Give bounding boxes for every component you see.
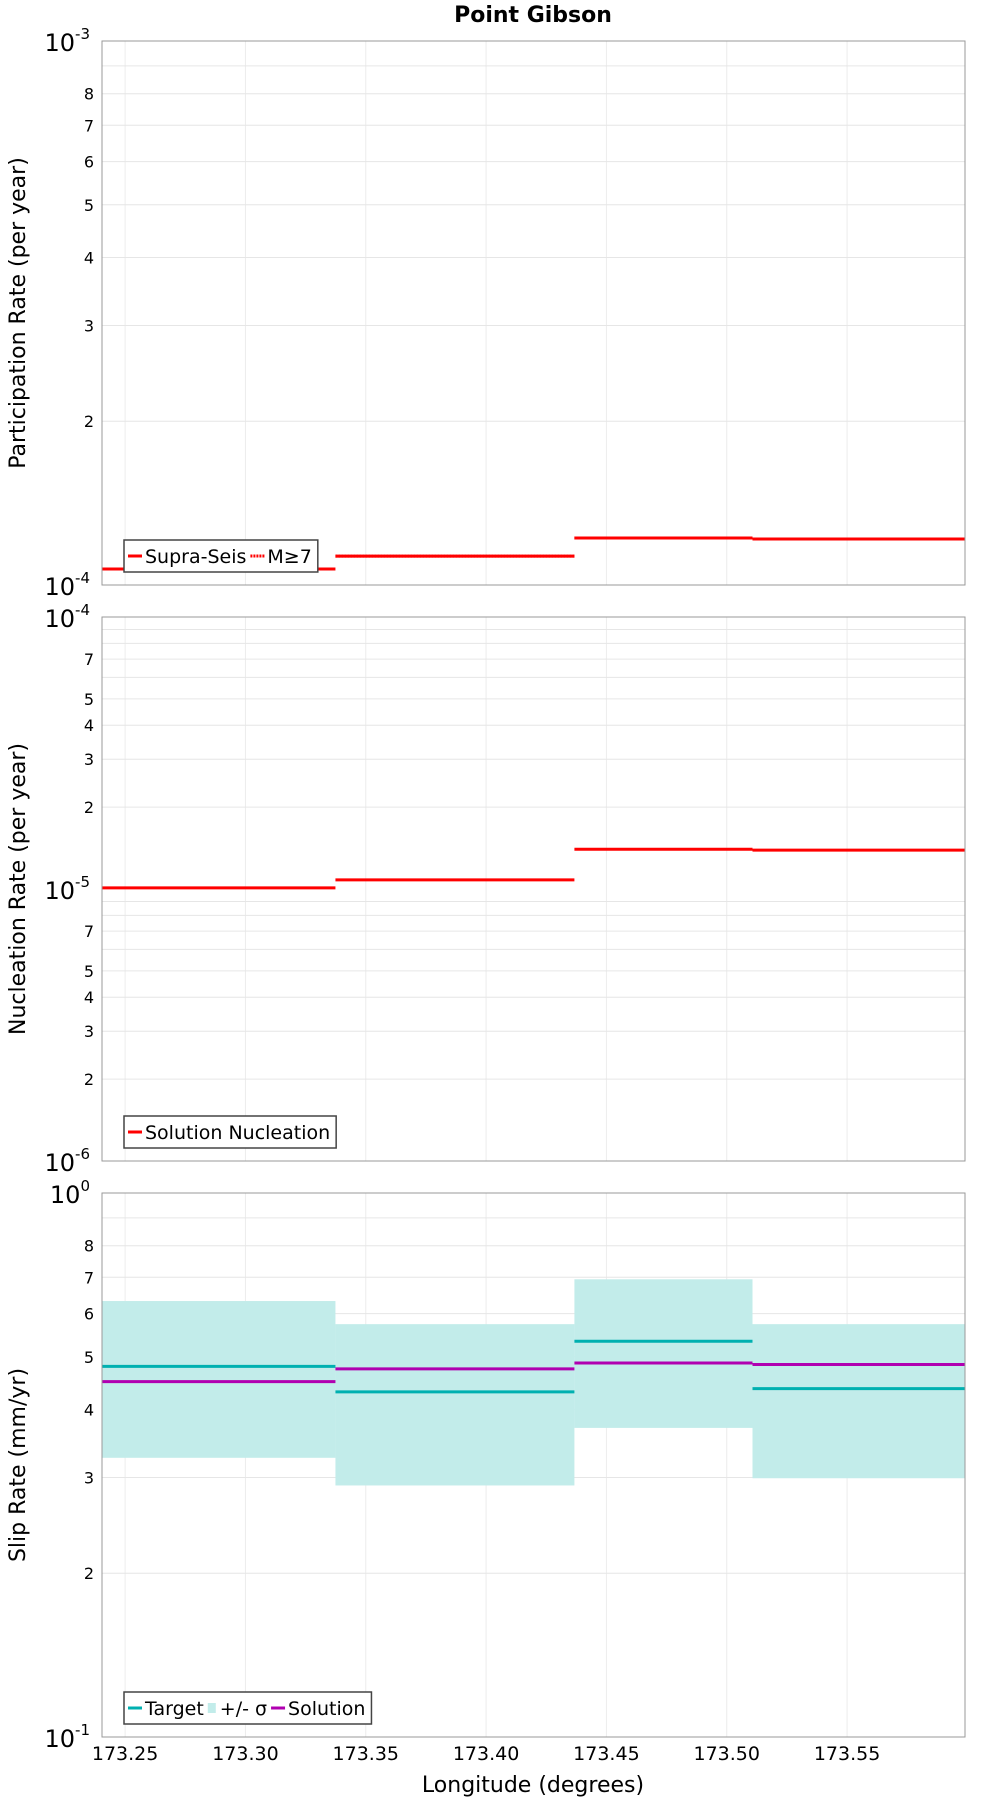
legend-label: Solution	[288, 1698, 365, 1720]
y-tick-label: 7	[84, 922, 94, 941]
legend-label: M≥7	[267, 546, 311, 568]
y-tick-label: 3	[84, 750, 94, 769]
legend-swatch-band	[207, 1703, 216, 1713]
chart-title: Point Gibson	[454, 3, 612, 28]
y-tick-label: 4	[84, 988, 94, 1007]
legend-label: Supra-Seis	[145, 546, 246, 568]
x-tick-label: 173.40	[453, 1743, 519, 1765]
legend-box	[123, 1691, 373, 1725]
legend-label: Target	[144, 1698, 204, 1720]
y-axis-label: Participation Rate (per year)	[6, 157, 31, 469]
legend: Supra-Seis M≥7	[123, 539, 319, 573]
y-major-tick-label: 10-5	[44, 873, 90, 905]
plot-border	[101, 1192, 966, 1738]
y-tick-label: 2	[84, 1070, 94, 1089]
y-major-tick-label: 10-4	[44, 569, 90, 601]
y-tick-label: 3	[84, 316, 94, 335]
y-tick-label: 8	[84, 1237, 94, 1256]
panel-2: 2 3 4 5 7 2 3 4 5 7 10-6 10-5 10-4 Nucleation Rate (p…	[6, 601, 966, 1177]
y-tick-label: 6	[84, 1305, 94, 1324]
y-tick-label: 5	[84, 196, 94, 215]
y-tick-label: 7	[84, 116, 94, 135]
x-tick-label: 173.45	[573, 1743, 639, 1765]
y-major-tick-label: 10-4	[44, 601, 90, 633]
y-tick-label: 3	[84, 1022, 94, 1041]
y-major-tick-label: 100	[50, 1177, 90, 1209]
legend: Target +/- σ Solution	[123, 1691, 373, 1725]
y-tick-label: 2	[84, 1564, 94, 1583]
sigma-band-segment	[752, 1324, 965, 1479]
x-axis-label: Longitude (degrees)	[422, 1773, 644, 1798]
legend: Solution Nucleation	[123, 1115, 337, 1149]
y-tick-label: 5	[84, 962, 94, 981]
y-tick-label: 5	[84, 1348, 94, 1367]
legend-label: Solution Nucleation	[145, 1122, 330, 1144]
plot-border	[101, 616, 966, 1162]
plot-border	[101, 40, 966, 586]
y-major-tick-label: 10-3	[44, 25, 90, 57]
y-tick-label: 4	[84, 1400, 94, 1419]
x-tick-label: 173.30	[212, 1743, 278, 1765]
x-tick-label: 173.25	[92, 1743, 158, 1765]
x-tick-label: 173.55	[814, 1743, 880, 1765]
y-tick-label: 2	[84, 412, 94, 431]
panel-3: 2 3 4 5 6 7 8 10-1 100 Slip Rate (mm/yr) Target +/-…	[6, 1177, 966, 1753]
y-major-tick-label: 10-1	[44, 1721, 90, 1753]
plot-area	[102, 41, 965, 585]
y-axis-label: Slip Rate (mm/yr)	[6, 1368, 31, 1562]
x-tick-label: 173.50	[694, 1743, 760, 1765]
y-tick-label: 4	[84, 716, 94, 735]
legend-box	[123, 1115, 337, 1149]
y-tick-label: 3	[84, 1468, 94, 1487]
legend-box	[123, 539, 319, 573]
y-axis-label: Nucleation Rate (per year)	[6, 743, 31, 1035]
x-tick-label: 173.35	[333, 1743, 399, 1765]
sigma-band-segment	[335, 1324, 575, 1486]
y-tick-label: 4	[84, 248, 94, 267]
y-tick-label: 7	[84, 650, 94, 669]
y-tick-label: 5	[84, 690, 94, 709]
panel-1: 2 3 4 5 6 7 8 10-4 10-3 Participation Rate (per y…	[6, 25, 966, 601]
y-tick-label: 2	[84, 798, 94, 817]
y-tick-label: 6	[84, 153, 94, 172]
y-tick-label: 7	[84, 1268, 94, 1287]
sigma-band-segment	[574, 1279, 753, 1428]
sigma-band-segment	[102, 1301, 336, 1458]
legend-label: +/- σ	[220, 1698, 267, 1720]
y-tick-label: 8	[84, 85, 94, 104]
y-major-tick-label: 10-6	[44, 1145, 90, 1177]
